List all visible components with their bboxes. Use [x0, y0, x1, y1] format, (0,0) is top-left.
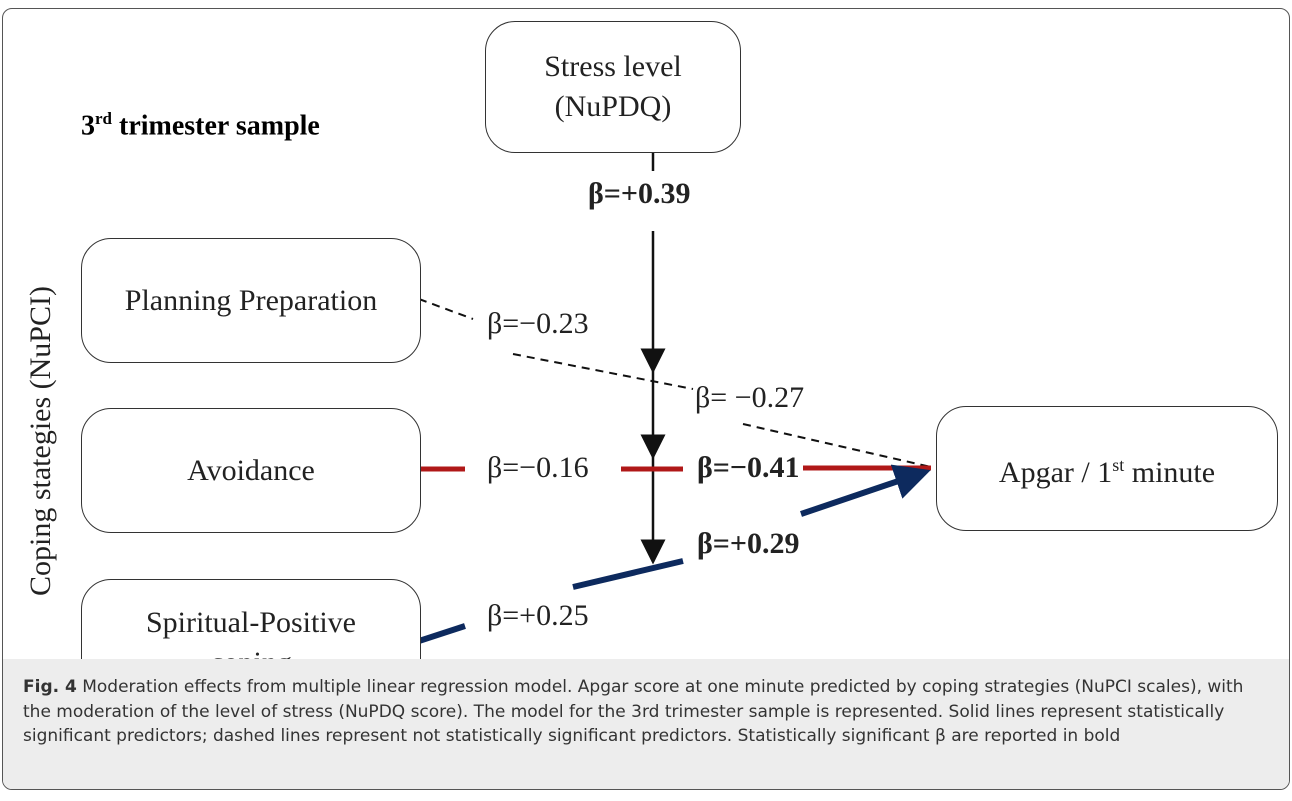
node-label-sup: st — [1112, 454, 1125, 475]
node: Avoidance — [81, 408, 421, 533]
title-rest: trimester sample — [112, 110, 320, 142]
coefficient: β=−0.23 — [487, 307, 589, 341]
node-label: Stress level — [544, 50, 682, 83]
connectors — [418, 151, 932, 644]
node-label: Spiritual-Positive — [146, 605, 356, 639]
node-label: (NuPDQ) — [554, 90, 672, 123]
title-number: 3 — [81, 110, 95, 142]
caption: Fig. 4 Moderation effects from multiple … — [3, 659, 1289, 789]
figure: 3rd trimester sample Coping stategies (N… — [2, 8, 1290, 790]
coefficient: β=+0.39 — [588, 177, 691, 211]
title-sup: rd — [95, 109, 112, 128]
side-label: Coping stategies (NuPCI) — [24, 286, 57, 596]
node: Stress level (NuPDQ) — [485, 21, 741, 153]
caption-label: Fig. 4 — [23, 677, 77, 697]
coefficient: β=−0.16 — [487, 451, 589, 485]
node-label: Avoidance — [187, 453, 315, 487]
coefficient: β=+0.25 — [487, 599, 589, 633]
node-label: Apgar / 1 — [998, 455, 1113, 489]
caption-text: Moderation effects from multiple linear … — [23, 677, 1244, 746]
coefficient: β=−0.41 — [697, 451, 800, 485]
diagram-title: 3rd trimester sample — [81, 109, 320, 142]
node: Planning Preparation — [81, 238, 421, 363]
coefficient: β=+0.29 — [697, 527, 800, 561]
node: Apgar / 1st minute — [936, 406, 1278, 531]
coefficient: β= −0.27 — [695, 381, 805, 415]
node-label: minute — [1124, 455, 1216, 489]
node-label: Planning Preparation — [124, 283, 378, 317]
